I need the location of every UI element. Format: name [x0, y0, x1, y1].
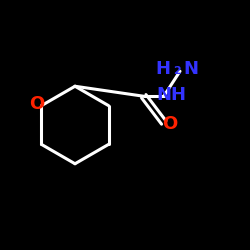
- Text: O: O: [162, 115, 178, 133]
- Text: NH: NH: [156, 86, 186, 104]
- Text: H: H: [155, 60, 170, 78]
- Text: O: O: [29, 94, 44, 112]
- Text: 2: 2: [173, 66, 181, 76]
- Text: N: N: [184, 60, 199, 78]
